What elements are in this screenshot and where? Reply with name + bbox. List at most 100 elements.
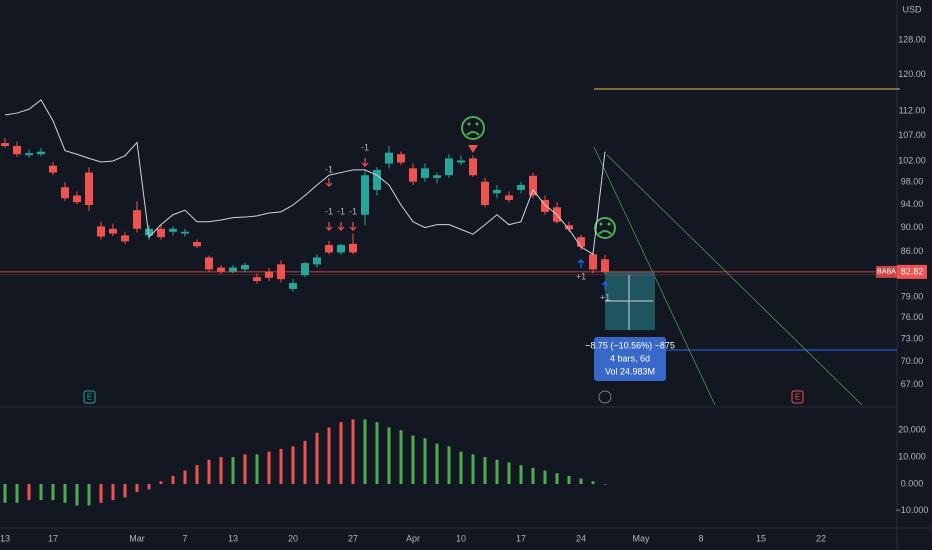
candle-body (217, 267, 225, 272)
y-tick-label: 10.000 (898, 451, 926, 461)
histogram-bar (507, 462, 511, 484)
y-tick-label: 20.000 (898, 425, 926, 435)
histogram-bar (27, 483, 31, 501)
y-tick-label: 102.00 (898, 155, 926, 165)
candle-body (277, 264, 285, 280)
signal-arrows (577, 259, 609, 290)
event-label: E (795, 393, 800, 402)
y-tick-label: −10.000 (896, 505, 929, 515)
y-tick-label: 94.00 (901, 199, 924, 209)
x-tick-label: 10 (456, 533, 466, 543)
histogram-bar (135, 483, 139, 493)
histogram-bar (303, 440, 307, 484)
y-tick-label: 79.00 (901, 291, 924, 301)
candle-body (385, 152, 393, 164)
histogram-bar (63, 483, 67, 503)
histogram-bar (399, 430, 403, 484)
candle-body (133, 210, 141, 229)
candle-body (505, 195, 513, 200)
candle-body (193, 241, 201, 247)
histogram-bar (447, 446, 451, 484)
histogram-bar (471, 454, 475, 484)
candle-body (349, 243, 357, 253)
event-label: E (87, 393, 92, 402)
currency-label: USD (902, 4, 922, 14)
candle-body (469, 158, 477, 176)
y-tick-label: 90.00 (901, 222, 924, 232)
candle-body (25, 153, 33, 156)
signal-arrows (325, 158, 369, 231)
candle-body (481, 181, 489, 206)
histogram-bar (459, 451, 463, 484)
candle-body (85, 172, 93, 206)
measure-box (594, 337, 666, 381)
candle-body (265, 271, 273, 278)
histogram-bar (435, 443, 439, 484)
histogram-bar (183, 470, 187, 484)
histogram-bar (327, 427, 331, 484)
event-icon[interactable] (83, 390, 96, 404)
candle-body (529, 175, 537, 196)
x-tick-label: 22 (816, 533, 826, 543)
candle-body (517, 184, 525, 190)
measure-bars: 4 bars, 6d (610, 353, 650, 363)
candle-body (409, 168, 417, 182)
candle-body (493, 189, 501, 194)
candle-body (445, 158, 453, 176)
y-tick-label: 73.00 (901, 333, 924, 343)
candle-body (289, 283, 297, 289)
histogram-bar (603, 483, 607, 485)
symbol-badge (876, 265, 897, 278)
signal-arrow (468, 145, 478, 153)
sad-face-eyes (467, 122, 611, 226)
event-icon[interactable] (791, 390, 804, 404)
candle-body (301, 263, 309, 276)
signal-label: -1 (337, 206, 345, 216)
x-tick-label: 13 (0, 533, 10, 543)
y-tick-label: 98.00 (901, 177, 924, 187)
signal-label: +1 (600, 292, 610, 302)
histogram-bar (375, 422, 379, 484)
candle-body (337, 245, 345, 253)
histogram-bar (519, 465, 523, 484)
histogram-bar (255, 454, 259, 484)
candle-body (121, 235, 129, 242)
histogram-bar (111, 483, 115, 501)
histogram-bar (99, 483, 103, 503)
candle-body (397, 154, 405, 163)
histogram-bar (75, 483, 79, 506)
dividend-icon[interactable] (598, 390, 612, 404)
histogram-bar (423, 438, 427, 484)
candle-body (157, 228, 165, 238)
line-series (4, 99, 606, 256)
candle-body (97, 226, 105, 237)
candle-body (361, 175, 369, 215)
histogram-bar (495, 459, 499, 484)
histogram-bar (591, 481, 595, 484)
histogram-bar (207, 459, 211, 484)
histogram-bar (3, 483, 7, 503)
candle-body (1, 142, 9, 147)
histogram-bar (171, 475, 175, 484)
candle-body (457, 160, 465, 163)
histogram-bar (219, 457, 223, 484)
x-tick-label: Apr (406, 533, 420, 543)
signal-label: -1 (325, 206, 333, 216)
candle-body (325, 245, 333, 253)
histogram-bar (387, 427, 391, 484)
candle-body (601, 259, 609, 272)
x-tick-label: 7 (182, 533, 187, 543)
histogram-bar (231, 457, 235, 484)
histogram-bar (351, 419, 355, 484)
candle-body (565, 225, 573, 230)
candle-body (229, 267, 237, 272)
histogram-bar (339, 422, 343, 484)
trend-line (606, 154, 863, 406)
candle-body (61, 187, 69, 199)
histogram-bar (531, 467, 535, 484)
x-tick-label: 15 (756, 533, 766, 543)
y-tick-label: 70.00 (901, 356, 924, 366)
signal-label: -1 (349, 206, 357, 216)
